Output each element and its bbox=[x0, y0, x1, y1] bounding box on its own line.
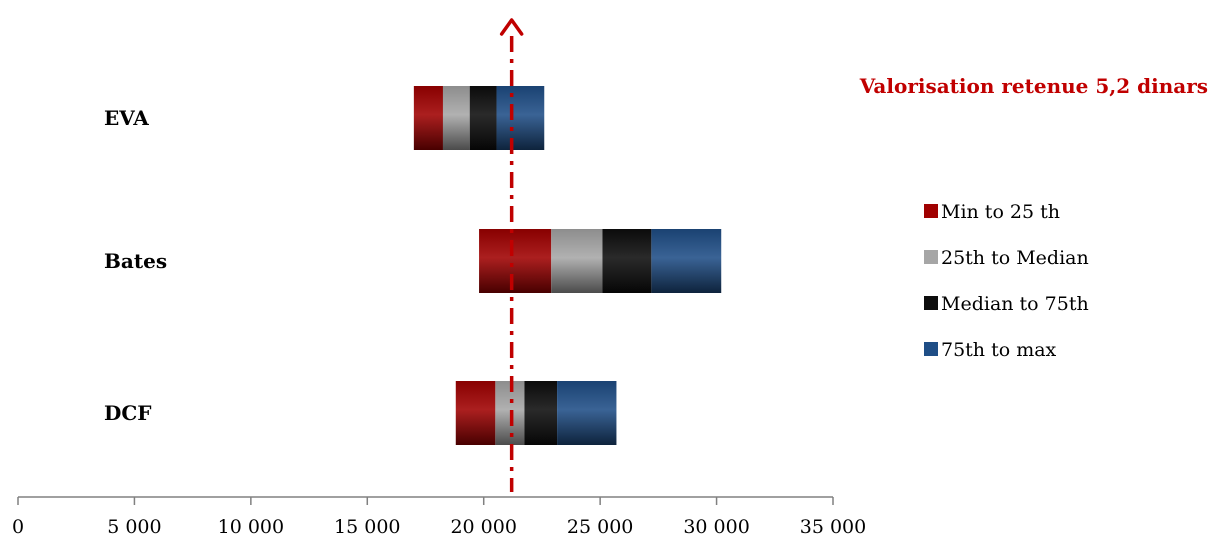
category-label-bates: Bates bbox=[104, 249, 167, 273]
bars-group bbox=[413, 86, 722, 445]
x-tick-label: 20 000 bbox=[450, 516, 516, 538]
bar-eva-seg4 bbox=[496, 86, 545, 150]
bar-bates-seg1 bbox=[479, 229, 552, 293]
legend-label: Median to 75th bbox=[941, 293, 1089, 315]
bar-eva-seg1 bbox=[413, 86, 443, 150]
legend-label: 25th to Median bbox=[941, 247, 1089, 269]
bar-eva-seg3 bbox=[469, 86, 497, 150]
x-tick-label: 35 000 bbox=[800, 516, 866, 538]
category-labels: EVA Bates DCF bbox=[104, 106, 167, 425]
bar-bates-seg2 bbox=[551, 229, 603, 293]
valuation-annotation: Valorisation retenue 5,2 dinars bbox=[859, 74, 1208, 98]
x-tick-label: 10 000 bbox=[218, 516, 284, 538]
arrow-up-icon bbox=[499, 18, 524, 36]
legend-swatch bbox=[924, 204, 938, 218]
category-label-dcf: DCF bbox=[104, 401, 151, 425]
x-axis: 0 5 000 10 000 15 000 20 000 25 000 30 000 35 0… bbox=[12, 496, 866, 538]
x-tick-label: 25 000 bbox=[567, 516, 633, 538]
legend-swatch bbox=[924, 296, 938, 310]
bar-bates-seg3 bbox=[602, 229, 652, 293]
reference-line bbox=[499, 18, 524, 492]
x-tick-label: 0 bbox=[12, 516, 24, 538]
bar-eva-seg2 bbox=[442, 86, 470, 150]
legend-label: 75th to max bbox=[941, 339, 1057, 361]
bar-dcf-seg3 bbox=[524, 381, 558, 445]
legend-swatch bbox=[924, 342, 938, 356]
x-tick-label: 5 000 bbox=[107, 516, 161, 538]
legend-swatch bbox=[924, 250, 938, 264]
bar-bates-seg4 bbox=[651, 229, 722, 293]
bar-dcf-seg4 bbox=[557, 381, 617, 445]
x-tick-label: 15 000 bbox=[334, 516, 400, 538]
legend: Min to 25 th 25th to Median Median to 75th… bbox=[924, 201, 1089, 361]
legend-label: Min to 25 th bbox=[941, 201, 1060, 223]
category-label-eva: EVA bbox=[104, 106, 149, 130]
x-tick-label: 30 000 bbox=[683, 516, 749, 538]
bar-dcf-seg1 bbox=[455, 381, 496, 445]
